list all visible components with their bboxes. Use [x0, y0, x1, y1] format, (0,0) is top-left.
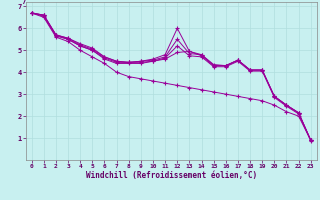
X-axis label: Windchill (Refroidissement éolien,°C): Windchill (Refroidissement éolien,°C)	[86, 171, 257, 180]
Text: 7: 7	[21, 0, 26, 5]
